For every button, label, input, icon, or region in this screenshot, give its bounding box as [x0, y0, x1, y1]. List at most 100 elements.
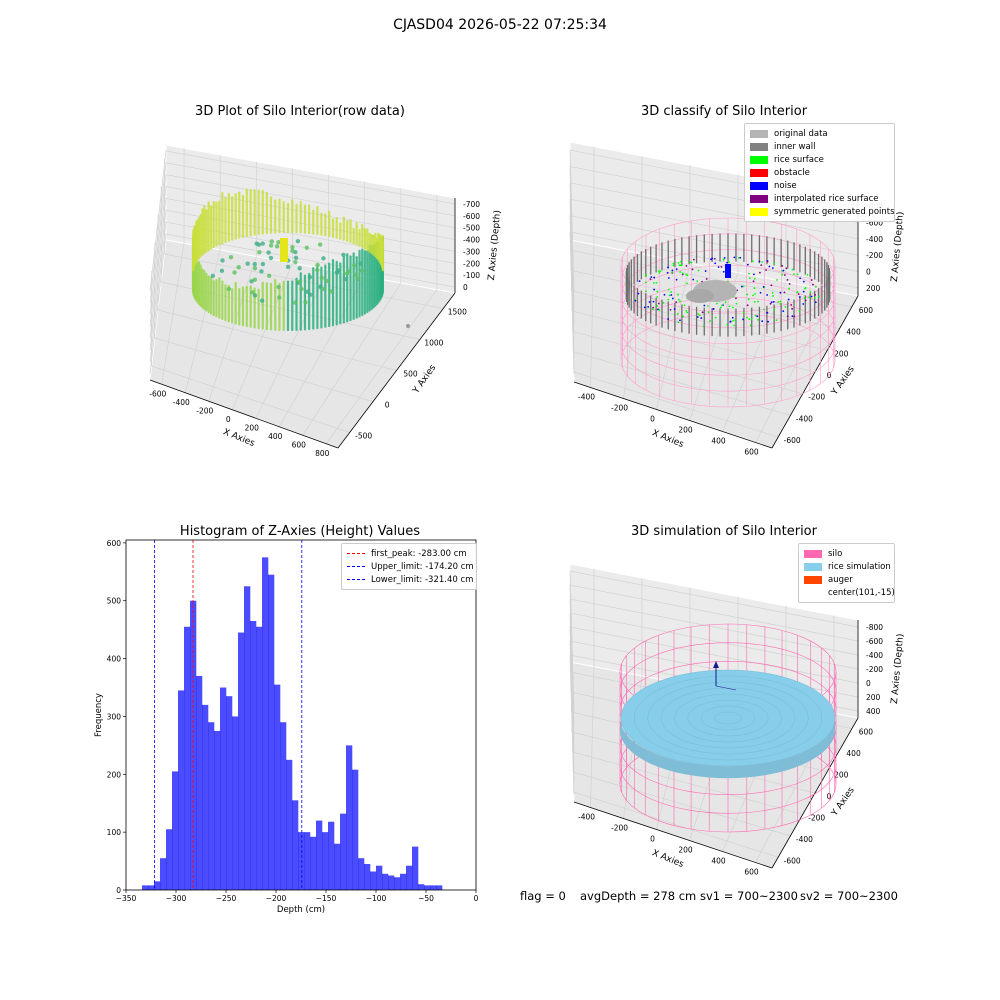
cls-classified-point	[668, 294, 671, 297]
cls-classified-point	[726, 261, 729, 264]
legend-swatch	[750, 129, 768, 138]
histogram-y-tick-label: 500	[107, 597, 122, 606]
sim-x-tick-label: -400	[578, 813, 595, 822]
sim-y-tick-label: 0	[827, 792, 832, 801]
cls-classified-point	[713, 257, 716, 260]
legend-swatch	[804, 562, 822, 571]
sim-axes	[573, 620, 859, 869]
cls-classified-point	[686, 311, 689, 314]
raw-grid-z	[149, 150, 456, 291]
histogram-bar	[244, 586, 251, 890]
histogram-x-tick-label: −50	[418, 894, 434, 903]
legend-label: inner wall	[774, 141, 816, 152]
raw-point	[228, 254, 234, 260]
raw-point	[266, 250, 271, 255]
raw-point	[285, 264, 291, 270]
raw-point	[236, 265, 241, 270]
cls-y-tick-label: 400	[846, 328, 861, 337]
raw-point	[290, 248, 295, 254]
raw-z-tick-label: -300	[463, 247, 480, 256]
cls-x-tick-label: -200	[611, 404, 628, 413]
cls-classified-point	[645, 274, 647, 277]
raw-axes	[149, 198, 456, 449]
cls-classified-point	[808, 296, 811, 299]
raw-z-tick-label: -100	[463, 271, 480, 280]
cls-classified-point	[671, 297, 674, 300]
histogram-bar	[166, 829, 173, 890]
legend-entry: Upper_limit: -174.20 cm	[347, 560, 474, 573]
cls-classified-point	[679, 271, 682, 273]
cls-classified-point	[748, 277, 751, 280]
histogram-bar	[226, 696, 233, 890]
sim-z-tick-label: -200	[866, 665, 883, 674]
histogram-bar	[196, 675, 203, 890]
cls-classified-point	[748, 272, 750, 275]
raw-point	[342, 276, 348, 282]
cls-classified-point	[696, 316, 699, 318]
cls-classified-point	[731, 306, 734, 309]
cls-classified-point	[804, 287, 807, 289]
cls-classified-point	[653, 276, 656, 279]
sim-rice-mesh-ring	[660, 687, 796, 749]
raw-point-highlight	[280, 238, 288, 262]
cls-classified-point	[747, 298, 750, 301]
cls-classified-point	[667, 266, 669, 269]
cls-classified-point	[753, 300, 756, 303]
cls-classified-point	[777, 301, 780, 303]
histogram-bar	[238, 632, 245, 890]
sim-rice-mesh-ring	[634, 675, 822, 761]
raw-point	[245, 261, 250, 266]
cls-y-tick-label: -200	[808, 393, 825, 402]
cls-classified-point	[750, 317, 753, 320]
cls-classified-point	[727, 261, 730, 263]
cls-classified-point	[717, 266, 720, 268]
cls-classified-point	[757, 318, 759, 321]
histogram-bar	[364, 863, 371, 890]
avg-depth-status: avgDepth = 278 cm	[580, 889, 697, 903]
cls-classified-point	[772, 301, 775, 303]
legend-swatch	[750, 168, 768, 177]
raw-point	[257, 250, 262, 255]
cls-classified-point	[714, 262, 717, 265]
cls-classified-point	[659, 270, 662, 273]
cls-classified-point	[637, 292, 640, 295]
histogram-bar	[160, 858, 167, 890]
legend-label: noise	[774, 180, 797, 191]
cls-classified-point	[667, 298, 670, 301]
sim-z-tick-label: 400	[866, 707, 881, 716]
cls-classified-point	[762, 286, 765, 288]
raw-grid-z	[149, 162, 456, 303]
sim-rice-mesh-ring	[687, 699, 769, 737]
cls-classified-point	[756, 315, 759, 318]
sim-grid-y	[572, 751, 803, 815]
cls-classified-point	[740, 285, 743, 288]
raw-point	[277, 295, 282, 300]
raw-y-tick-label: -500	[355, 432, 372, 441]
cls-classified-point	[677, 298, 680, 301]
cls-scene	[620, 217, 836, 408]
cls-classified-point	[648, 301, 651, 303]
cls-x-axis-line	[573, 381, 773, 449]
raw-point	[252, 261, 257, 267]
raw-z-tick-label: -200	[463, 259, 480, 268]
raw-plot-title: 3D Plot of Silo Interior(row data)	[195, 104, 405, 119]
simulation-plot-title: 3D simulation of Silo Interior	[631, 524, 817, 539]
classify-plot-title: 3D classify of Silo Interior	[640, 104, 808, 119]
raw-y-tick-label: 1000	[424, 339, 443, 348]
histogram-bar	[340, 813, 347, 890]
cls-classified-point	[677, 261, 680, 264]
cls-classified-point	[752, 280, 755, 283]
cls-classified-point	[812, 283, 814, 286]
legend-label: Lower_limit: -321.40 cm	[371, 574, 474, 585]
histogram-x-tick-label: −350	[116, 894, 137, 903]
histogram-bar	[154, 881, 161, 890]
raw-x-tick-label: 200	[245, 423, 260, 432]
cls-classified-point	[691, 268, 694, 271]
raw-point	[319, 275, 324, 280]
cls-classified-point	[781, 264, 784, 267]
sim-y-tick-label: -200	[808, 813, 825, 822]
legend-label: first_peak: -283.00 cm	[371, 548, 467, 559]
histogram-bar	[298, 832, 305, 890]
simulation-legend: silo rice simulation auger center(101,-15)	[798, 543, 895, 603]
cls-classified-point	[797, 293, 800, 296]
